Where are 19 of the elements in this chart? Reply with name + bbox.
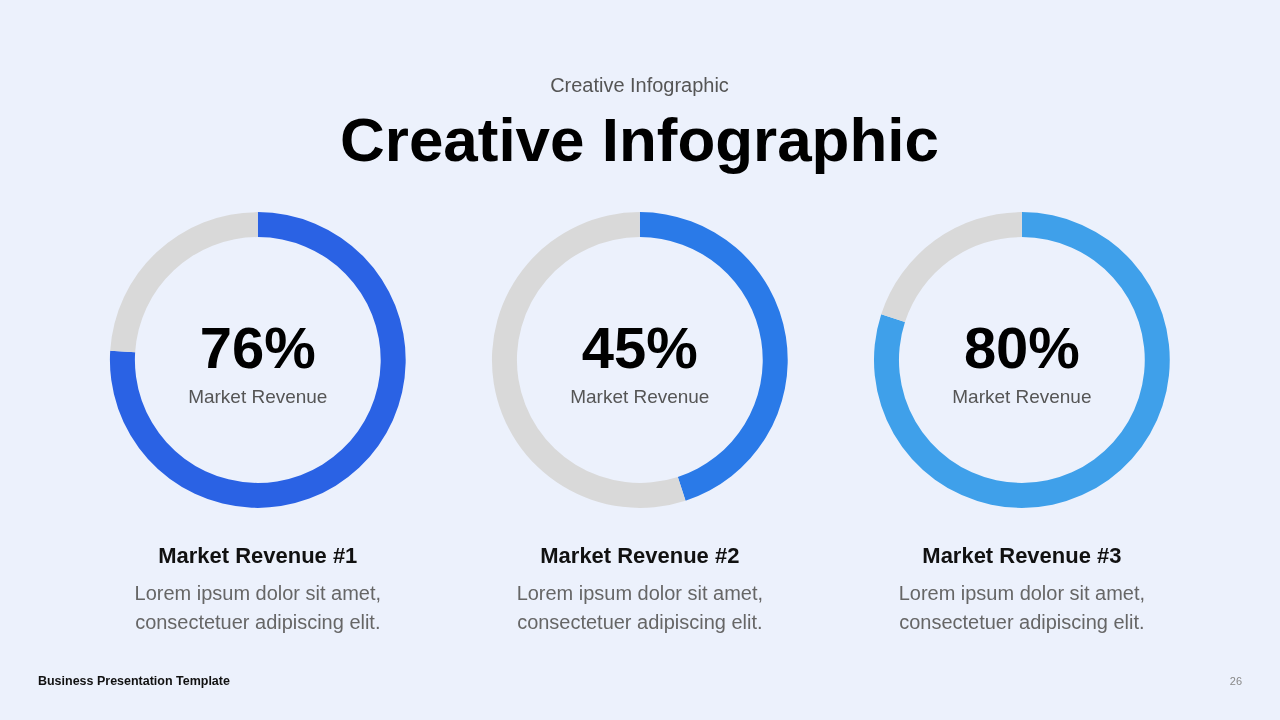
text: Lorem ipsum dolor sit amet, consectetuer adipiscing elit.: [898, 581, 1146, 633]
text: Lorem ipsum dolor sit amet, consectetuer adipiscing elit.: [134, 581, 381, 633]
text: Creative Infographic: [550, 74, 729, 97]
donut-slice: [874, 212, 1170, 508]
text: Business Presentation Template: [37, 673, 230, 688]
text: Market Revenue: [188, 385, 328, 407]
text: Lorem ipsum dolor sit amet, consectetuer adipiscing elit.: [516, 581, 764, 633]
text: Market Revenue #1: [158, 542, 358, 568]
data-label: 76%: [199, 315, 316, 380]
data-label: 45%: [581, 315, 698, 380]
text: Market Revenue: [570, 385, 710, 407]
text: 26: [1229, 674, 1243, 687]
text: Market Revenue #2: [540, 542, 740, 568]
donut-slice: [110, 212, 406, 508]
text: Creative Infographic: [340, 105, 939, 175]
text: Market Revenue #3: [922, 542, 1122, 568]
text: Market Revenue: [952, 385, 1092, 407]
data-label: 80%: [963, 315, 1080, 380]
donut-slice: [881, 212, 1022, 323]
